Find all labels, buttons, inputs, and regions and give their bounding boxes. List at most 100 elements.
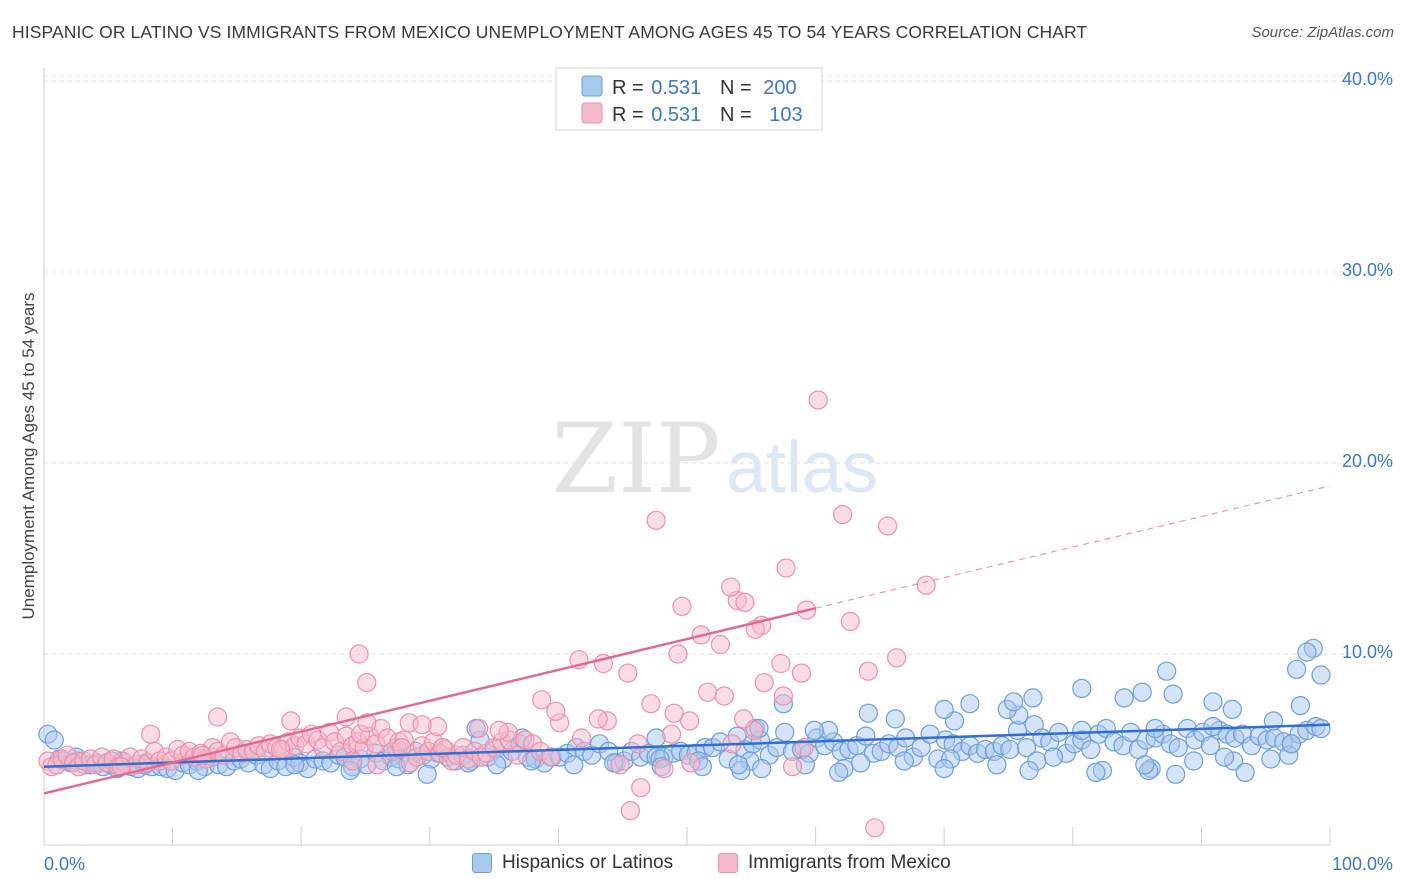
hispanic-point	[1235, 762, 1255, 783]
hispanic-point	[1081, 739, 1101, 760]
mexico-point	[588, 709, 608, 729]
legend-n-label: N = 103	[720, 104, 803, 126]
y-tick-label: 20.0%	[1342, 451, 1393, 471]
mexico-point	[858, 661, 878, 681]
source-label: Source: ZipAtlas.com	[1251, 24, 1394, 41]
mexico-point	[886, 648, 907, 668]
watermark-zip: ZIP	[551, 403, 720, 515]
mexico-point	[791, 663, 812, 683]
hispanic-point	[1184, 751, 1204, 771]
hispanic-point	[1311, 665, 1331, 685]
mexico-point	[357, 672, 377, 693]
mexico-point	[646, 510, 666, 530]
hispanic-point	[1163, 684, 1183, 704]
hispanic-point	[564, 755, 584, 775]
hispanic-point	[1135, 755, 1155, 775]
hispanic-point	[1281, 734, 1302, 754]
mexico-point	[877, 516, 898, 536]
legend-bottom: Hispanics or Latinos Immigrants from Mex…	[0, 852, 1406, 878]
mexico-point	[343, 751, 363, 771]
legend-swatch-blue	[581, 75, 603, 97]
mexico-point	[271, 739, 291, 760]
mexico-point	[840, 611, 860, 632]
hispanic-point	[1311, 718, 1331, 739]
y-tick-label: 30.0%	[1342, 260, 1393, 280]
mexico-point	[721, 577, 741, 597]
watermark-atlas: atlas	[726, 428, 878, 508]
legend-swatch-pink	[718, 853, 738, 873]
mexico-point	[733, 709, 754, 729]
mexico-point	[620, 800, 641, 821]
mexico-point	[773, 686, 794, 706]
hispanic-point	[1016, 737, 1037, 758]
y-tick-label: 40.0%	[1342, 69, 1393, 89]
hispanic-point	[1072, 678, 1092, 699]
mexico-point	[664, 703, 684, 723]
mexico-point	[571, 728, 592, 748]
hispanic-point	[1072, 720, 1092, 741]
hispanic-point	[728, 755, 749, 775]
hispanic-point	[1203, 692, 1223, 712]
mexico-point	[391, 737, 412, 758]
hispanic-point	[751, 758, 772, 779]
mexico-point	[541, 747, 561, 767]
mexico-point	[661, 724, 682, 744]
mexico-point	[672, 596, 692, 616]
hispanic-point	[1168, 737, 1188, 758]
y-axis-label: Unemployment Among Ages 45 to 54 years	[19, 293, 38, 620]
mexico-point	[412, 715, 432, 735]
mexico-point	[654, 758, 674, 779]
mexico-point	[208, 707, 228, 727]
mexico-point	[349, 644, 369, 664]
mexico-point	[469, 718, 489, 739]
hispanic-point	[44, 730, 64, 750]
mexico-point	[618, 663, 638, 683]
hispanic-point	[417, 764, 437, 784]
legend-label: Immigrants from Mexico	[748, 852, 951, 873]
hispanic-point	[1000, 739, 1020, 760]
mexico-point	[735, 592, 755, 613]
legend-swatch-pink	[581, 102, 603, 124]
mexico-point	[281, 711, 301, 731]
mexico-point	[610, 755, 630, 775]
hispanic-point	[1086, 762, 1106, 783]
hispanic-point	[856, 726, 876, 746]
hispanic-trend-line	[43, 723, 1331, 768]
legend-item-mexico[interactable]: Immigrants from Mexico	[718, 852, 951, 874]
legend-r-value: 0.531	[651, 77, 701, 99]
mexico-point	[628, 734, 648, 754]
x-tick-label: 100.0%	[1332, 854, 1393, 874]
hispanic-point	[1003, 692, 1024, 712]
hispanic-point	[775, 722, 795, 742]
hispanic-point	[934, 699, 954, 720]
hispanic-point	[1157, 661, 1177, 681]
chart-title: HISPANIC OR LATINO VS IMMIGRANTS FROM ME…	[12, 22, 1088, 42]
hispanic-point	[934, 758, 954, 779]
hispanic-point	[850, 753, 871, 773]
hispanic-point	[987, 755, 1007, 775]
mexico-point	[771, 653, 791, 674]
hispanic-point	[1114, 688, 1134, 708]
mexico-point	[546, 701, 566, 721]
mexico-point	[832, 504, 853, 525]
mexico-point	[141, 724, 161, 744]
hispanic-point	[285, 755, 305, 775]
hispanic-point	[885, 709, 905, 729]
mexico-trend-line	[43, 606, 816, 795]
hispanic-point	[858, 703, 878, 723]
hispanic-point	[1132, 682, 1152, 702]
mexico-point	[433, 737, 453, 758]
hispanic-point	[829, 762, 849, 783]
hispanic-point	[1023, 688, 1043, 708]
hispanic-point	[1200, 736, 1221, 756]
legend-item-hispanics[interactable]: Hispanics or Latinos	[472, 852, 673, 874]
legend-r-label: R = 0.531	[612, 77, 701, 99]
legend-top: R = 0.531 N = 200 R = 0.531 N = 103	[555, 67, 823, 131]
hispanic-point	[1203, 716, 1223, 737]
legend-n-value: 200	[763, 77, 796, 99]
legend-label: Hispanics or Latinos	[502, 852, 674, 873]
legend-r-label: R = 0.531	[612, 104, 701, 126]
hispanic-point	[1043, 747, 1064, 767]
mexico-point	[710, 634, 731, 655]
mexico-point	[916, 575, 936, 595]
